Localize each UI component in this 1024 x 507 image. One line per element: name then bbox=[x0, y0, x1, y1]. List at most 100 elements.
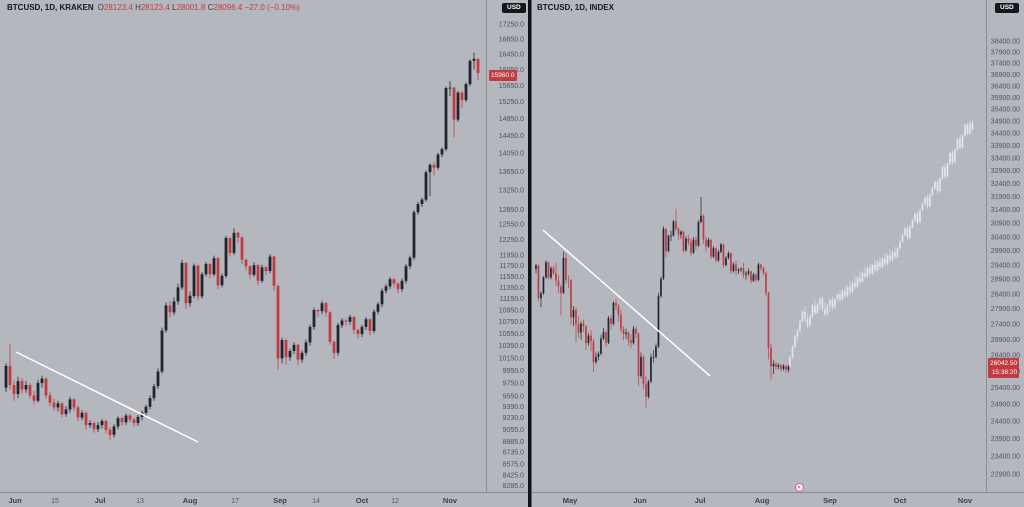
svg-text:9750.0: 9750.0 bbox=[503, 381, 525, 388]
projection-candles bbox=[789, 120, 974, 369]
svg-text:13250.0: 13250.0 bbox=[499, 188, 524, 195]
left-price-axis[interactable] bbox=[487, 14, 528, 492]
right-symbol-title[interactable]: BTCUSD, 1D, INDEX bbox=[537, 3, 614, 12]
left-chart[interactable]: 17250.016850.016450.016050.015650.015250… bbox=[4, 22, 525, 505]
left-chart-pane[interactable] bbox=[0, 14, 486, 492]
svg-text:32400.00: 32400.00 bbox=[991, 181, 1020, 188]
svg-text:12: 12 bbox=[391, 498, 399, 505]
svg-text:33900.00: 33900.00 bbox=[991, 143, 1020, 150]
svg-text:36900.00: 36900.00 bbox=[991, 72, 1020, 79]
svg-text:23400.00: 23400.00 bbox=[991, 454, 1020, 461]
right-last-price-label: 26042.50 15:38:20 bbox=[988, 358, 1020, 378]
svg-text:Oct: Oct bbox=[894, 496, 907, 505]
idea-marker-icon[interactable] bbox=[795, 483, 804, 492]
svg-text:10550.0: 10550.0 bbox=[499, 331, 524, 338]
change-value: −27.0 (−0.10%) bbox=[244, 3, 300, 12]
svg-text:11950.0: 11950.0 bbox=[499, 253, 524, 260]
time-axis[interactable] bbox=[0, 493, 1024, 507]
svg-text:31400.00: 31400.00 bbox=[991, 207, 1020, 214]
svg-text:12550.0: 12550.0 bbox=[499, 222, 524, 229]
svg-text:Nov: Nov bbox=[443, 496, 458, 505]
svg-text:8885.0: 8885.0 bbox=[503, 439, 525, 446]
svg-text:14050.0: 14050.0 bbox=[499, 151, 524, 158]
svg-text:Aug: Aug bbox=[183, 496, 198, 505]
close-value: 28096.4 bbox=[213, 3, 243, 12]
right-price-axis[interactable] bbox=[987, 14, 1024, 492]
svg-text:29900.00: 29900.00 bbox=[991, 248, 1020, 255]
svg-text:11150.0: 11150.0 bbox=[500, 296, 524, 303]
svg-text:Sep: Sep bbox=[823, 496, 837, 505]
left-currency-badge[interactable]: USD bbox=[502, 3, 526, 13]
svg-text:Jul: Jul bbox=[695, 496, 706, 505]
svg-text:28400.00: 28400.00 bbox=[991, 291, 1020, 298]
right-currency-badge[interactable]: USD bbox=[995, 3, 1019, 13]
svg-text:24400.00: 24400.00 bbox=[991, 419, 1020, 426]
svg-text:8575.0: 8575.0 bbox=[503, 461, 525, 468]
svg-text:16450.0: 16450.0 bbox=[499, 51, 524, 58]
svg-text:Jun: Jun bbox=[633, 496, 647, 505]
svg-text:17250.0: 17250.0 bbox=[499, 22, 524, 29]
right-chart[interactable]: 38400.00 37900.00 37400.00 36900.00 36400.00… bbox=[535, 39, 1020, 506]
time-axis-labels: Jun 15 Jul 13 Aug 17 Sep 14 Oct 12 Nov bbox=[8, 496, 458, 505]
svg-text:11550.0: 11550.0 bbox=[499, 274, 524, 281]
svg-text:May: May bbox=[563, 496, 578, 505]
right-legend: BTCUSD, 1D, INDEX bbox=[537, 3, 614, 12]
svg-text:29400.00: 29400.00 bbox=[991, 262, 1020, 269]
svg-text:8735.0: 8735.0 bbox=[503, 450, 525, 457]
left-legend: BTCUSD, 1D, KRAKEN O28123.4 H28123.4 L28… bbox=[7, 3, 300, 12]
svg-text:17: 17 bbox=[231, 498, 239, 505]
right-chart-pane[interactable] bbox=[532, 14, 986, 492]
svg-text:10950.0: 10950.0 bbox=[499, 308, 524, 315]
svg-text:28900.00: 28900.00 bbox=[991, 277, 1020, 284]
svg-text:25400.00: 25400.00 bbox=[991, 385, 1020, 392]
svg-text:Aug: Aug bbox=[755, 496, 770, 505]
right-last-price: 26042.50 bbox=[990, 360, 1018, 367]
open-value: 28123.4 bbox=[103, 3, 133, 12]
candles bbox=[535, 196, 790, 408]
svg-text:13: 13 bbox=[136, 498, 144, 505]
svg-text:Jul: Jul bbox=[95, 496, 106, 505]
svg-text:15: 15 bbox=[51, 498, 59, 505]
svg-text:36400.00: 36400.00 bbox=[991, 83, 1020, 90]
svg-text:12250.0: 12250.0 bbox=[499, 237, 524, 244]
time-axis-labels: May Jun Jul Aug Sep Oct Nov bbox=[563, 496, 973, 505]
left-ohlc: O28123.4 H28123.4 L28001.8 C28096.4 −27.… bbox=[97, 3, 300, 12]
svg-text:30900.00: 30900.00 bbox=[991, 221, 1020, 228]
candles bbox=[4, 52, 480, 440]
svg-text:32900.00: 32900.00 bbox=[991, 168, 1020, 175]
low-value: 28001.8 bbox=[176, 3, 206, 12]
svg-text:9550.0: 9550.0 bbox=[503, 394, 525, 401]
svg-text:38400.00: 38400.00 bbox=[991, 39, 1020, 46]
svg-text:9230.0: 9230.0 bbox=[503, 415, 525, 422]
svg-text:10350.0: 10350.0 bbox=[499, 343, 524, 350]
svg-text:24900.00: 24900.00 bbox=[991, 402, 1020, 409]
svg-text:Oct: Oct bbox=[356, 496, 369, 505]
svg-text:37900.00: 37900.00 bbox=[991, 49, 1020, 56]
svg-text:26400.00: 26400.00 bbox=[991, 353, 1020, 360]
svg-text:35900.00: 35900.00 bbox=[991, 95, 1020, 102]
svg-text:35400.00: 35400.00 bbox=[991, 107, 1020, 114]
svg-text:15650.0: 15650.0 bbox=[499, 83, 524, 90]
left-symbol-title[interactable]: BTCUSD, 1D, KRAKEN bbox=[7, 3, 94, 12]
svg-text:11750.0: 11750.0 bbox=[499, 263, 524, 270]
svg-text:15250.0: 15250.0 bbox=[499, 99, 524, 106]
svg-text:11350.0: 11350.0 bbox=[499, 285, 524, 292]
svg-text:Nov: Nov bbox=[958, 496, 973, 505]
svg-text:31900.00: 31900.00 bbox=[991, 194, 1020, 201]
svg-text:14850.0: 14850.0 bbox=[499, 116, 524, 123]
svg-text:37400.00: 37400.00 bbox=[991, 61, 1020, 68]
svg-text:30400.00: 30400.00 bbox=[991, 234, 1020, 241]
trendline-drawing[interactable] bbox=[542, 229, 711, 377]
trendline-drawing[interactable] bbox=[15, 351, 199, 443]
svg-text:23900.00: 23900.00 bbox=[991, 436, 1020, 443]
bar-countdown: 15:38:20 bbox=[991, 369, 1018, 376]
svg-text:8285.0: 8285.0 bbox=[503, 483, 525, 490]
svg-text:34400.00: 34400.00 bbox=[991, 131, 1020, 138]
svg-text:27900.00: 27900.00 bbox=[991, 306, 1020, 313]
svg-text:14: 14 bbox=[312, 498, 320, 505]
svg-text:27400.00: 27400.00 bbox=[991, 321, 1020, 328]
panel-divider[interactable] bbox=[528, 0, 532, 507]
svg-text:9390.0: 9390.0 bbox=[503, 404, 525, 411]
